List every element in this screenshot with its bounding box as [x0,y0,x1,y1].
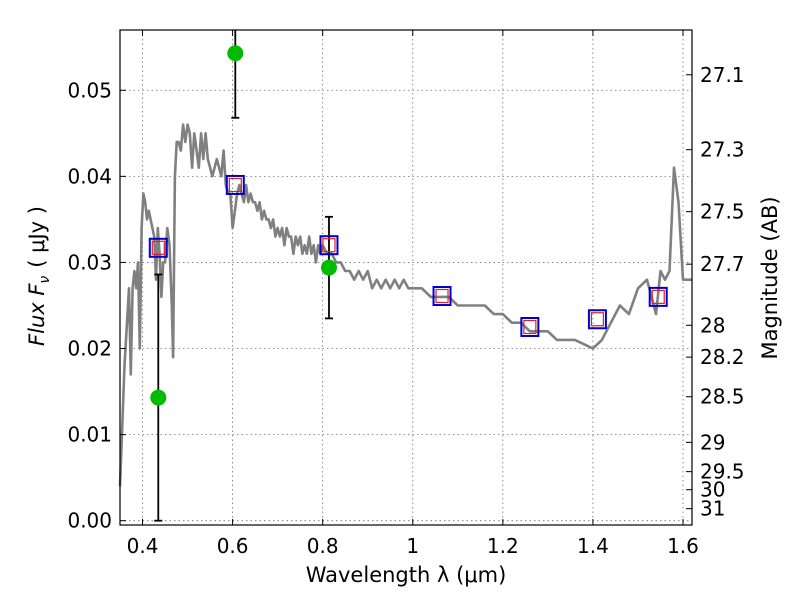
x-tick-label: 1.2 [487,534,519,558]
magnitude-tick-label: 27.1 [700,63,745,87]
magnitude-tick-label: 30 [700,478,725,502]
synthetic-square [148,237,168,258]
observed-point [320,259,337,276]
svg-text:Flux Fν( μJy ): Flux Fν ( μJy ) [25,206,53,346]
synthetic-square-inner [651,289,665,304]
y-axis-label-sub: ν [37,276,53,284]
y-tick-label: 0.02 [67,337,112,361]
plot-frame [119,29,693,526]
grid-lines [120,30,692,525]
y-axis-label-unit: ( μJy ) [25,206,49,268]
observed-point [150,389,167,406]
x-ticks: 0.4 0.6 0.8 1 1.2 1.4 1.6 [127,30,699,558]
magnitude-tick-label: 27.7 [700,252,745,276]
y-axis-label: Flux Fν ( μJy ) [25,206,53,346]
magnitude-tick-label: 31 [700,497,725,521]
y-tick-label: 0.05 [67,78,112,102]
synthetic-square [319,235,339,256]
x-tick-label: 1 [406,534,419,558]
y-axis-label-main: Flux F [25,283,49,346]
y-tick-label: 0.03 [67,250,112,274]
magnitude-tick-label: 28.5 [700,385,745,409]
error-bars [154,30,333,522]
synthetic-square [587,309,607,330]
model-spectrum-line [118,123,692,487]
synthetic-square [432,286,452,307]
synthetic-square [520,317,540,337]
observed-point [227,45,244,62]
x-tick-label: 0.4 [127,534,159,558]
magnitude-tick-label: 28.2 [700,345,745,369]
x-tick-label: 0.8 [307,534,339,558]
y-tick-label: 0.01 [67,423,112,447]
synthetic-square-inner [322,238,336,253]
synthetic-square-inner [435,288,449,304]
y-tick-label: 0.04 [67,164,112,188]
y-tick-label: 0.00 [67,509,112,533]
synthetic-square [648,286,668,307]
magnitude-tick-label: 27.3 [700,138,745,162]
y-ticks: 0.00 0.01 0.02 0.03 0.04 0.05 [67,78,126,533]
magnitude-tick-label: 28 [700,313,725,337]
x-tick-label: 1.6 [667,534,699,558]
synthetic-square-inner [590,312,605,327]
synthetic-square-inner [523,319,537,335]
x-axis-label: Wavelength λ (μm) [306,563,507,587]
synthetic-square [225,174,245,195]
magnitude-axis-label: Magnitude (AB) [758,196,782,359]
magnitude-tick-label: 29 [700,430,725,454]
synthetic-square-inner [228,177,242,193]
magnitude-tick-label: 27.5 [700,200,745,224]
observed-photometry-points [150,45,337,406]
synthetic-square-inner [151,240,165,255]
model-spectrum-layer [118,123,692,487]
magnitude-tick-label: 29.5 [700,460,745,484]
x-tick-label: 1.4 [577,534,609,558]
x-tick-label: 0.6 [217,534,249,558]
synthetic-photometry-squares [148,174,668,337]
